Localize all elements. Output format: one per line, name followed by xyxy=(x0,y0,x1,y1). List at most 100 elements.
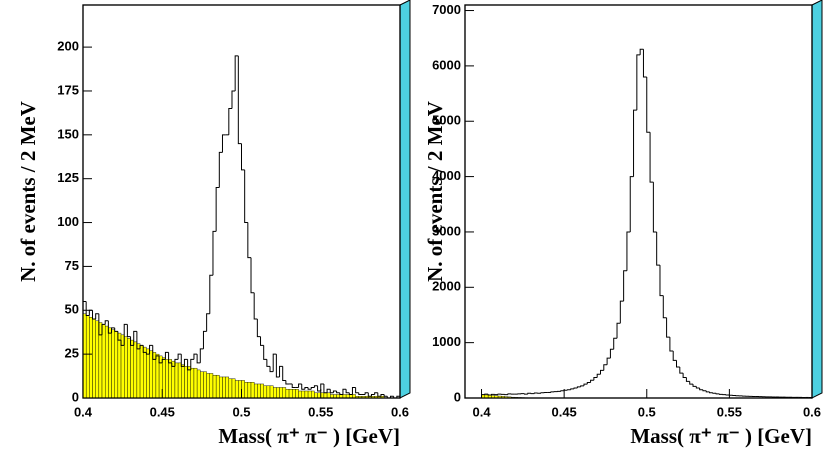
histogram-step xyxy=(152,345,156,360)
histogram-step xyxy=(666,317,670,338)
background-bin xyxy=(269,385,274,399)
background-bin xyxy=(111,329,115,399)
background-bin xyxy=(104,325,109,399)
histogram-step xyxy=(323,383,328,394)
histogram-step xyxy=(202,330,207,349)
histogram-step xyxy=(260,336,264,346)
histogram-step xyxy=(317,385,321,392)
histogram-step xyxy=(92,310,96,320)
histogram-step xyxy=(285,380,290,385)
histogram-step xyxy=(718,393,723,395)
histogram-step xyxy=(692,384,697,387)
plot-border xyxy=(464,4,813,399)
y-tick-label: 0 xyxy=(72,389,79,404)
x-tick-label: 0.45 xyxy=(150,404,175,419)
histogram-step xyxy=(659,265,664,297)
histogram-step xyxy=(126,324,131,338)
y-tick-label: 3000 xyxy=(432,223,461,238)
background-bin xyxy=(203,371,207,399)
frame-side xyxy=(399,0,411,399)
histogram-step xyxy=(177,353,182,360)
background-bin xyxy=(101,324,106,399)
histogram-step xyxy=(266,359,271,367)
histogram-step xyxy=(487,394,492,396)
histogram-step xyxy=(114,327,118,332)
background-bin xyxy=(181,364,185,399)
histogram-step xyxy=(145,352,150,355)
histogram-step xyxy=(669,337,674,352)
histogram-step xyxy=(190,358,194,370)
histogram-step xyxy=(374,392,378,395)
background-bin xyxy=(250,382,255,399)
histogram-step xyxy=(104,320,109,325)
histogram-step xyxy=(133,330,137,346)
histogram-step xyxy=(377,392,381,397)
histogram-step xyxy=(130,336,134,346)
histogram-step xyxy=(540,392,545,394)
histogram-step xyxy=(180,354,185,367)
histogram-step xyxy=(715,393,720,395)
x-tick-label: 0.55 xyxy=(308,404,333,419)
histogram-step xyxy=(244,169,248,224)
x-tick-label: 0.5 xyxy=(638,404,656,419)
histogram-step xyxy=(599,369,604,375)
histogram-step xyxy=(358,392,362,395)
histogram-step xyxy=(484,393,489,395)
histogram-step xyxy=(623,270,627,302)
y-tick-label: 7000 xyxy=(432,2,461,17)
histogram-step xyxy=(383,394,388,397)
background-bin xyxy=(196,369,201,399)
histogram-step xyxy=(533,392,538,394)
histogram-step xyxy=(642,49,647,78)
histogram-step xyxy=(250,257,255,294)
histogram-step xyxy=(672,350,677,361)
y-tick-label: 175 xyxy=(57,82,79,97)
y-tick-label: 100 xyxy=(57,214,79,229)
histogram-step xyxy=(164,351,169,360)
histogram-step xyxy=(676,360,680,368)
histogram-step xyxy=(580,385,584,387)
frame-side xyxy=(811,0,823,399)
histogram-step xyxy=(682,373,687,379)
background-bin xyxy=(234,380,239,399)
histogram-step xyxy=(527,392,532,395)
histogram-step xyxy=(685,377,690,382)
histogram-step xyxy=(590,379,594,383)
background-bin xyxy=(209,373,214,399)
y-axis-label: N. of events / 2 MeV xyxy=(16,101,40,282)
background-bin xyxy=(212,374,217,399)
y-tick-label: 50 xyxy=(65,302,79,317)
histogram-step xyxy=(247,222,252,259)
y-tick-label: 4000 xyxy=(432,168,461,183)
background-bin xyxy=(143,346,147,399)
histogram-step xyxy=(370,393,375,397)
background-bin xyxy=(165,359,169,399)
histogram-step xyxy=(206,313,210,332)
histogram-step xyxy=(193,353,198,360)
x-tick-label: 0.45 xyxy=(551,404,576,419)
background-bin xyxy=(231,378,236,399)
x-tick-label: 0.4 xyxy=(74,404,93,419)
histogram-step xyxy=(123,323,128,346)
histogram-step xyxy=(291,383,296,388)
histogram-step xyxy=(171,362,175,367)
histogram-step xyxy=(221,134,226,153)
histogram-step xyxy=(310,386,315,390)
background-bin xyxy=(108,327,112,399)
histogram-step xyxy=(586,382,591,385)
histogram-step xyxy=(616,322,621,339)
background-bin xyxy=(311,390,315,399)
histogram-step xyxy=(332,390,337,393)
background-bin xyxy=(298,390,302,399)
background-bin xyxy=(222,376,226,399)
background-bin xyxy=(174,362,179,399)
histogram-step xyxy=(626,231,631,271)
histogram-step xyxy=(523,393,528,395)
histogram-step xyxy=(279,365,283,377)
background-bin xyxy=(219,376,223,399)
background-bin xyxy=(177,362,182,399)
histogram-step xyxy=(142,345,147,353)
histogram-step xyxy=(609,348,614,359)
histogram-step xyxy=(253,292,258,320)
